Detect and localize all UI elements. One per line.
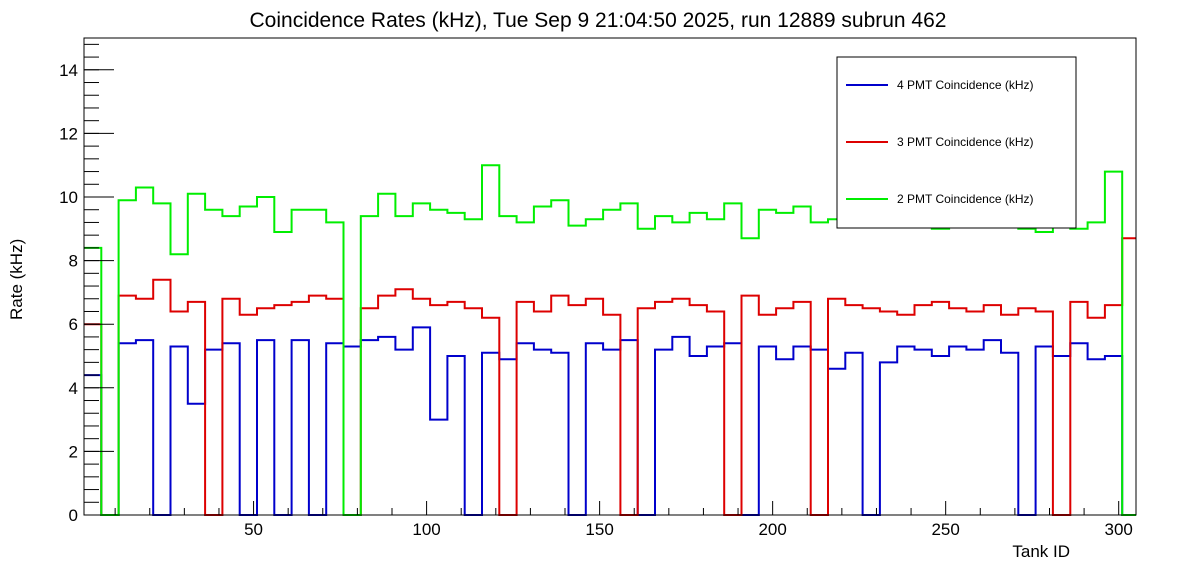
axis-ticks: 0 2 4 6 8 10 12 14 50 100 150 200 250 300 — [59, 43, 1133, 539]
x-tick-label: 300 — [1105, 520, 1133, 539]
x-tick-label: 200 — [758, 520, 786, 539]
y-tick-label: 8 — [69, 252, 78, 271]
legend: 4 PMT Coincidence (kHz) 3 PMT Coincidence… — [836, 56, 1077, 229]
x-tick-label: 250 — [931, 520, 959, 539]
plot-frame — [83, 37, 1137, 516]
y-tick-label: 14 — [59, 61, 78, 80]
x-tick-label: 100 — [412, 520, 440, 539]
legend-label-1: 4 PMT Coincidence (kHz) — [897, 78, 1034, 92]
legend-label-2: 3 PMT Coincidence (kHz) — [897, 135, 1034, 149]
x-tick-label: 50 — [244, 520, 263, 539]
x-tick-label: 150 — [585, 520, 613, 539]
y-tick-label: 10 — [59, 188, 78, 207]
x-axis-title: Tank ID — [1012, 542, 1070, 561]
series-line-2 — [84, 237, 1136, 516]
y-axis-title: Rate (kHz) — [7, 239, 26, 320]
legend-label-3: 2 PMT Coincidence (kHz) — [897, 192, 1034, 206]
y-tick-label: 6 — [69, 315, 78, 334]
series-line-1 — [84, 326, 1136, 516]
y-tick-label: 0 — [69, 506, 78, 525]
y-tick-label: 4 — [69, 379, 78, 398]
y-tick-label: 2 — [69, 442, 78, 461]
chart-title: Coincidence Rates (kHz), Tue Sep 9 21:04… — [250, 9, 947, 32]
y-tick-label: 12 — [59, 124, 78, 143]
